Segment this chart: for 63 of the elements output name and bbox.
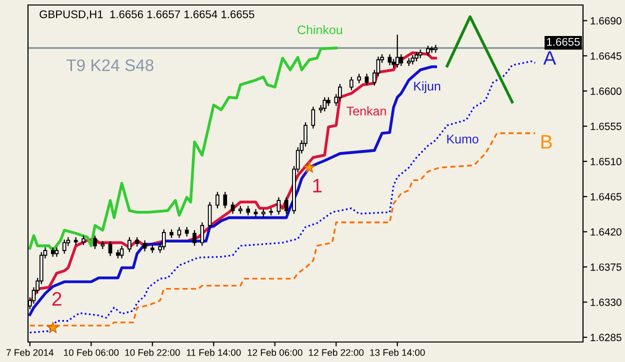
x-tick-label: 13 Feb 14:00 (370, 348, 425, 356)
candlestick (120, 245, 124, 259)
candlestick (276, 196, 281, 216)
candlestick (284, 196, 288, 214)
y-tick-label: 1.6330 (590, 298, 622, 306)
candlestick (184, 226, 189, 237)
y-tick-label: 1.6285 (590, 334, 622, 342)
line-series (29, 60, 536, 334)
candlestick (142, 240, 147, 252)
candlestick (246, 205, 250, 216)
candlestick (388, 54, 392, 66)
annotation: Tenkan (346, 106, 386, 116)
line-series (29, 132, 536, 326)
candlestick (216, 191, 220, 209)
ref-line-label: 1.6655 (547, 38, 580, 46)
x-tick-label: 7 Feb 2014 (6, 348, 54, 356)
y-tick-label: 1.6375 (590, 263, 622, 271)
candlestick (414, 51, 418, 62)
candlestick (62, 239, 66, 254)
candlestick (93, 235, 97, 250)
candlestick (82, 235, 86, 246)
candlestick (208, 201, 212, 230)
y-tick-label: 1.6465 (590, 193, 622, 200)
annotation: Chinkou (298, 25, 342, 34)
annotation: Kumo (447, 134, 478, 144)
candlestick (399, 54, 404, 67)
candlestick (364, 73, 369, 86)
candlestick (192, 230, 196, 246)
candlestick (230, 201, 235, 214)
x-tick-label: 12 Feb 06:00 (248, 348, 302, 356)
candlestick (426, 45, 430, 56)
x-tick-label: 12 Feb 22:00 (309, 348, 364, 356)
candlestick (350, 76, 354, 91)
candlestick (410, 54, 415, 65)
y-tick-label: 1.6600 (590, 88, 622, 95)
candlestick (395, 34, 400, 68)
annotation: B (541, 135, 552, 149)
candlestick (177, 226, 182, 239)
y-tick-label: 1.6645 (590, 52, 622, 60)
annotation: Kijun (414, 81, 440, 94)
x-tick-label: 10 Feb 06:00 (64, 348, 119, 356)
candlestick (223, 191, 228, 209)
annotation: 1 (313, 178, 322, 192)
y-tick-label: 1.6510 (590, 158, 622, 166)
y-tick-label: 1.6690 (590, 17, 622, 25)
chart-title: GBPUSD,H1 1.6656 1.6657 1.6654 1.6655 (40, 10, 254, 20)
x-tick-label: 10 Feb 22:00 (125, 348, 180, 356)
annotation: A (543, 51, 556, 65)
candlestick (322, 96, 327, 112)
candlestick (54, 246, 59, 258)
candlestick (135, 236, 140, 248)
candlestick (108, 240, 112, 257)
x-tick-label: 11 Feb 14:00 (186, 348, 241, 356)
y-tick-label: 1.6420 (590, 228, 622, 236)
y-tick-label: 1.6555 (590, 122, 622, 130)
candlestick (162, 228, 166, 250)
candlestick (357, 73, 362, 84)
candlestick (200, 222, 204, 246)
annotation: 2 (52, 292, 62, 306)
candlestick (50, 246, 55, 258)
candlestick (311, 106, 316, 130)
candlestick (128, 236, 132, 253)
annotation: T9 K24 S48 (66, 59, 154, 72)
